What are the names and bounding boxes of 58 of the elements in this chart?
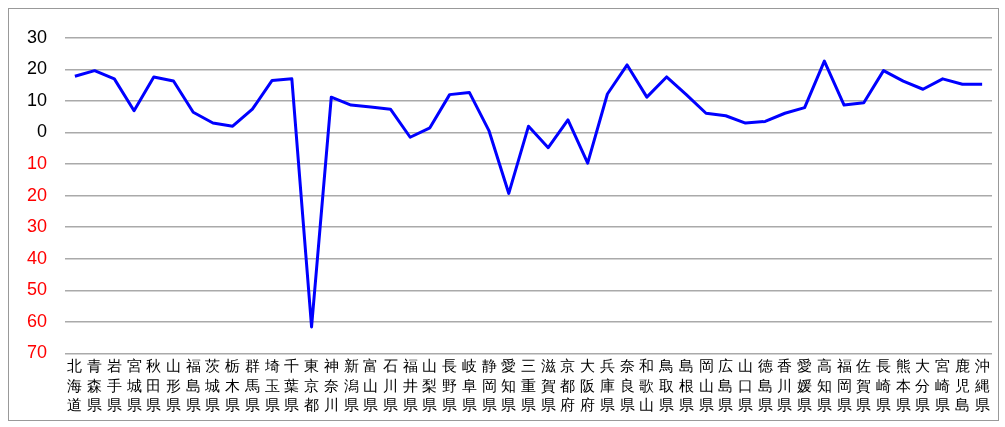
x-tick-label: 千葉県 (284, 357, 300, 415)
y-tick-label: 20 (26, 184, 48, 205)
x-tick-label: 奈良県 (619, 357, 635, 415)
x-tick-label: 栃木県 (225, 357, 241, 415)
x-tick-label: 香川県 (777, 357, 793, 415)
y-tick-label: 50 (26, 279, 48, 300)
x-tick-label: 岐阜県 (461, 357, 477, 415)
x-tick-label: 大阪府 (580, 357, 596, 415)
x-tick-label: 埼玉県 (263, 357, 280, 415)
x-tick-label: 兵庫県 (599, 357, 615, 415)
x-tick-label: 福井県 (402, 357, 418, 415)
x-tick-label: 富山県 (363, 357, 379, 415)
x-tick-label: 沖縄県 (973, 357, 990, 415)
y-tick-label: 10 (26, 153, 48, 174)
x-tick-label: 熊本県 (895, 357, 911, 415)
x-tick-label: 静岡県 (481, 357, 497, 415)
x-tick-label: 島根県 (678, 357, 694, 415)
x-tick-label: 佐賀県 (856, 357, 872, 415)
x-tick-label: 山梨県 (422, 357, 438, 415)
x-tick-label: 新潟県 (343, 357, 359, 415)
x-tick-label: 茨城県 (204, 357, 221, 415)
x-tick-label: 神奈川 (323, 357, 339, 415)
y-tick-label: 40 (26, 247, 48, 268)
x-tick-label: 福島県 (185, 357, 201, 415)
x-tick-label: 大分県 (915, 357, 931, 415)
x-tick-label: 群馬県 (243, 357, 260, 415)
x-tick-label: 鹿児島 (954, 357, 970, 415)
x-tick-label: 岡山県 (698, 357, 714, 415)
x-tick-label: 宮崎県 (935, 357, 951, 415)
x-tick-label: 北海道 (67, 357, 83, 415)
x-tick-label: 愛媛県 (797, 357, 813, 415)
x-tick-label: 和歌山 (639, 357, 655, 415)
x-tick-label: 三重県 (521, 357, 537, 415)
y-tick-label: 0 (37, 121, 48, 142)
x-tick-label: 福岡県 (836, 357, 852, 415)
x-tick-label: 岩手県 (106, 357, 122, 415)
x-tick-label: 秋田県 (146, 357, 162, 415)
y-tick-label: 70 (26, 342, 48, 363)
x-tick-label: 長崎県 (876, 357, 892, 415)
x-tick-label: 宮城県 (125, 357, 142, 415)
x-tick-label: 石川県 (382, 357, 398, 415)
x-tick-label: 愛知県 (501, 357, 517, 415)
x-tick-label: 長野県 (442, 357, 458, 415)
x-tick-label: 広島県 (718, 357, 734, 415)
y-tick-label: 20 (26, 58, 48, 79)
x-tick-label: 山口県 (737, 357, 753, 415)
x-tick-label: 青森県 (87, 357, 103, 415)
x-tick-label: 滋賀県 (540, 357, 556, 415)
y-tick-label: 60 (26, 310, 48, 331)
x-tick-label: 高知県 (816, 357, 832, 415)
y-tick-label: 10 (26, 89, 48, 110)
y-tick-label: 30 (26, 216, 48, 237)
x-tick-label: 京都府 (560, 357, 576, 415)
y-tick-label: 30 (26, 26, 48, 47)
x-tick-label: 山形県 (166, 357, 181, 415)
x-tick-label: 鳥取県 (658, 357, 675, 415)
x-tick-label: 徳島県 (757, 357, 773, 415)
x-tick-label: 東京都 (304, 357, 320, 415)
